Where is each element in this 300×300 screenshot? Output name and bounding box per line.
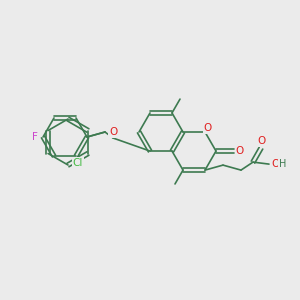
Text: O: O xyxy=(271,159,279,169)
Text: O: O xyxy=(257,136,265,146)
Text: F: F xyxy=(32,132,38,142)
Text: H: H xyxy=(279,159,287,169)
Text: O: O xyxy=(204,123,212,133)
Text: O: O xyxy=(236,146,244,156)
Text: O: O xyxy=(109,127,117,137)
Text: Cl: Cl xyxy=(73,158,83,168)
